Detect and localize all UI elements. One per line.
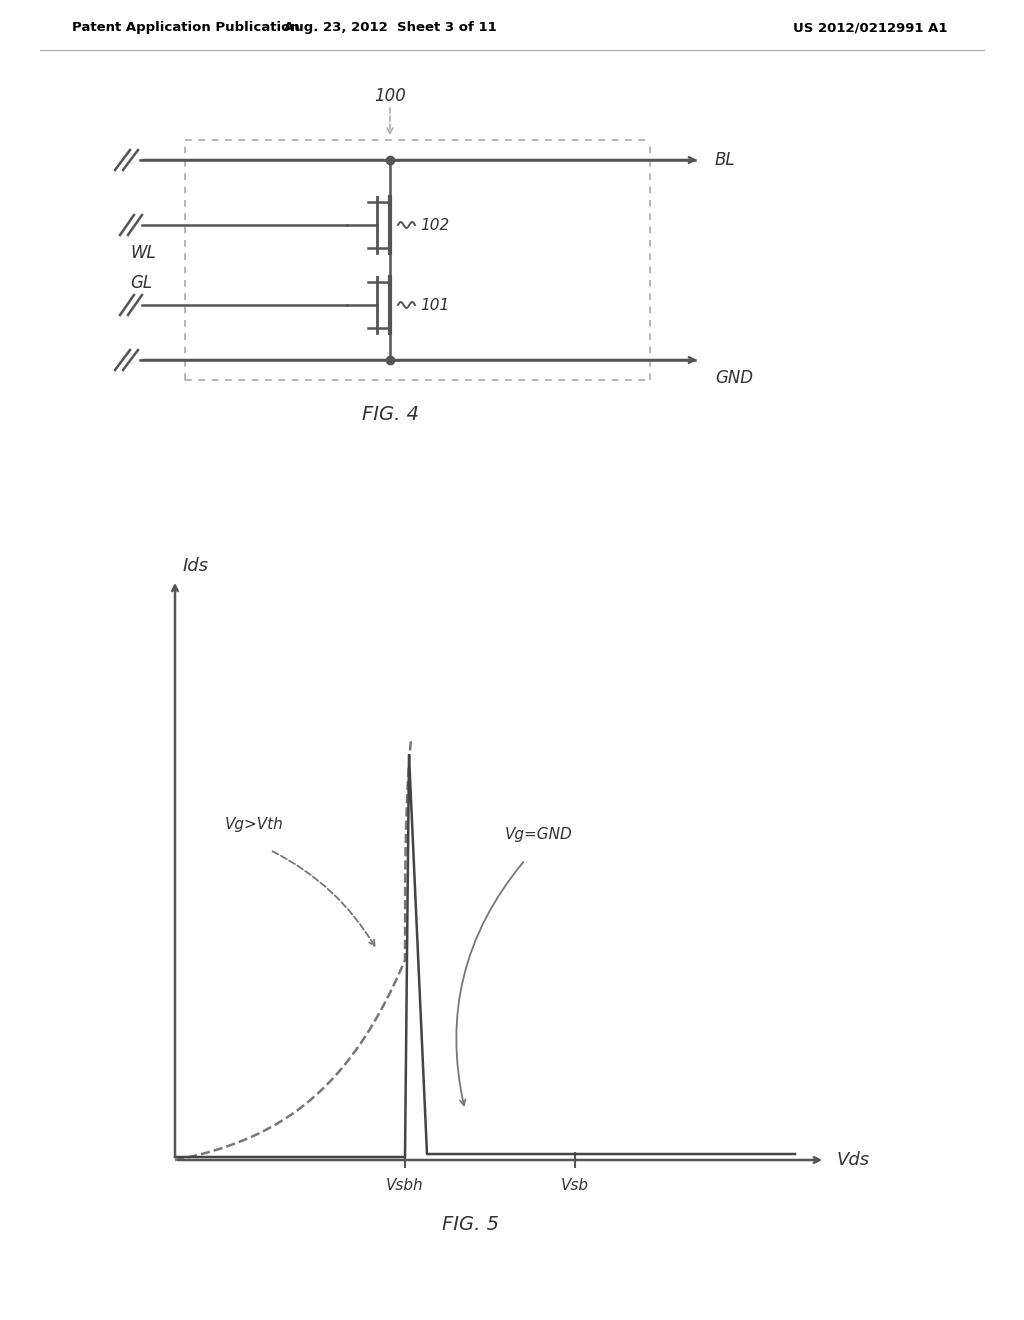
Text: 100: 100 (374, 87, 406, 106)
Text: 102: 102 (420, 218, 450, 232)
Text: WL: WL (130, 244, 156, 261)
Text: Vds: Vds (837, 1151, 870, 1170)
Text: FIG. 4: FIG. 4 (361, 405, 419, 425)
Text: BL: BL (715, 150, 735, 169)
Text: Patent Application Publication: Patent Application Publication (72, 21, 300, 34)
Text: FIG. 5: FIG. 5 (441, 1216, 499, 1234)
Text: Ids: Ids (183, 557, 209, 576)
Text: Vg=GND: Vg=GND (505, 828, 572, 842)
Text: Aug. 23, 2012  Sheet 3 of 11: Aug. 23, 2012 Sheet 3 of 11 (284, 21, 497, 34)
Text: 101: 101 (420, 297, 450, 313)
Text: GL: GL (130, 275, 153, 292)
Text: Vsb: Vsb (561, 1177, 589, 1193)
Text: Vsbh: Vsbh (386, 1177, 424, 1193)
Text: GND: GND (715, 370, 753, 387)
Text: Vg>Vth: Vg>Vth (225, 817, 284, 832)
Text: US 2012/0212991 A1: US 2012/0212991 A1 (793, 21, 947, 34)
